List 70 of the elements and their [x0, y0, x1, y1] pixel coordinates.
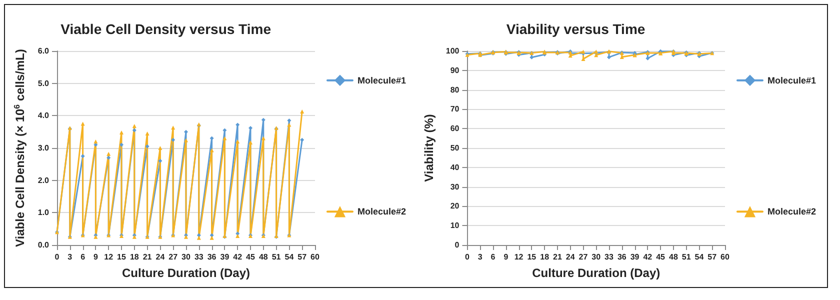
x-tick-label: 12: [514, 252, 524, 262]
y-tick-label: 1.0: [38, 208, 50, 218]
x-tick-label: 60: [310, 252, 320, 262]
x-tick-label: 18: [130, 252, 140, 262]
x-tick-label: 6: [80, 252, 86, 262]
x-tick-label: 12: [104, 252, 114, 262]
x-tick-label: 60: [720, 252, 730, 262]
x-tick-label: 30: [592, 252, 602, 262]
y-tick-label: 80: [450, 85, 460, 94]
x-tick-label: 9: [504, 252, 509, 262]
y-tick-label: 5.0: [38, 78, 50, 88]
x-tick-label: 0: [54, 252, 60, 262]
legend-label: Molecule#2: [767, 206, 816, 217]
x-tick-label: 42: [233, 252, 243, 262]
x-tick-label: 21: [142, 252, 152, 262]
x-tick-label: 24: [566, 252, 576, 262]
x-tick-label: 3: [478, 252, 483, 262]
y-tick-label: 30: [450, 182, 460, 192]
y-tick-label: 100: [446, 46, 460, 56]
x-axis-title: Culture Duration (Day): [122, 266, 250, 280]
x-tick-label: 57: [708, 252, 718, 262]
y-axis-title: Viable Cell Density (× 106 cells/mL): [12, 49, 27, 247]
y-tick-label: 10: [450, 221, 460, 230]
y-axis-title: Viability (%): [422, 114, 436, 182]
legend-label: Molecule#1: [767, 75, 816, 86]
x-tick-label: 48: [668, 252, 678, 262]
x-tick-label: 36: [207, 252, 217, 262]
x-tick-label: 30: [182, 252, 191, 262]
y-tick-label: 50: [450, 144, 460, 152]
x-tick-label: 24: [156, 252, 166, 262]
y-tick-label: 40: [450, 162, 460, 172]
x-tick-label: 21: [553, 252, 562, 262]
y-tick-label: 60: [450, 124, 460, 134]
x-tick-label: 42: [643, 252, 653, 262]
x-tick-label: 18: [540, 252, 550, 262]
y-tick-label: 0: [454, 240, 460, 250]
x-axis-title: Culture Duration (Day): [532, 266, 660, 280]
x-tick-label: 27: [168, 252, 178, 262]
legend-label: Molecule#2: [357, 206, 406, 217]
x-tick-label: 54: [694, 252, 704, 262]
x-tick-label: 57: [298, 252, 308, 262]
legend-label: Molecule#1: [357, 75, 406, 86]
chart-title: Viability versus Time: [506, 21, 646, 37]
y-tick-label: 6.0: [38, 46, 50, 56]
x-tick-label: 54: [284, 252, 294, 262]
y-tick-label: 90: [450, 66, 460, 75]
x-tick-label: 3: [68, 252, 73, 262]
x-tick-label: 39: [220, 252, 230, 262]
x-tick-label: 27: [578, 252, 588, 262]
x-tick-label: 0: [465, 252, 470, 262]
y-tick-label: 4.0: [38, 111, 50, 120]
x-tick-label: 6: [490, 252, 496, 262]
x-tick-label: 39: [630, 252, 640, 262]
y-tick-label: 3.0: [38, 144, 50, 152]
x-tick-label: 36: [617, 252, 627, 262]
x-tick-label: 45: [246, 252, 256, 262]
x-tick-label: 9: [93, 252, 98, 262]
x-tick-label: 51: [272, 252, 282, 262]
x-tick-label: 48: [258, 252, 268, 262]
x-tick-label: 33: [194, 252, 204, 262]
chart-title: Viable Cell Density versus Time: [60, 21, 272, 37]
x-tick-label: 51: [682, 252, 692, 262]
y-tick-label: 0.0: [38, 240, 50, 250]
x-tick-label: 45: [656, 252, 666, 262]
y-tick-label: 20: [450, 202, 460, 211]
x-tick-label: 33: [604, 252, 614, 262]
x-tick-label: 15: [527, 252, 537, 262]
y-tick-label: 70: [450, 104, 460, 114]
x-tick-label: 15: [117, 252, 126, 262]
y-tick-label: 2.0: [38, 176, 50, 185]
